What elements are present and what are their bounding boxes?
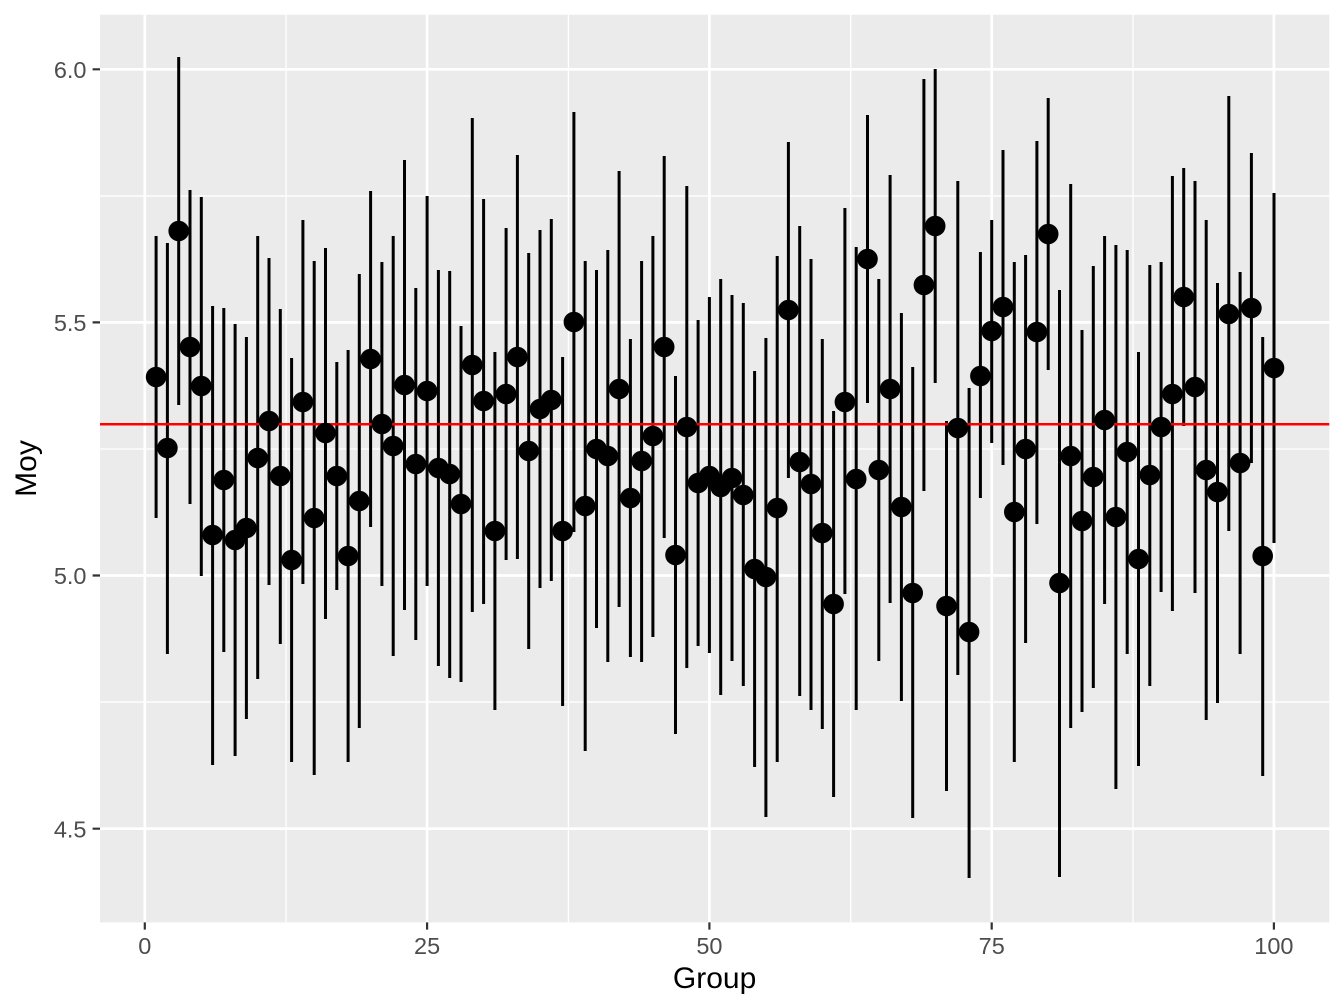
svg-text:6.0: 6.0 xyxy=(54,57,87,83)
svg-text:5.5: 5.5 xyxy=(54,310,87,336)
svg-text:50: 50 xyxy=(696,933,722,959)
svg-text:5.0: 5.0 xyxy=(54,563,87,589)
svg-text:100: 100 xyxy=(1254,933,1293,959)
svg-text:4.5: 4.5 xyxy=(54,816,87,842)
svg-text:Group: Group xyxy=(673,962,756,995)
svg-text:0: 0 xyxy=(138,933,151,959)
svg-text:Moy: Moy xyxy=(10,440,43,497)
svg-text:25: 25 xyxy=(414,933,440,959)
svg-text:75: 75 xyxy=(979,933,1005,959)
